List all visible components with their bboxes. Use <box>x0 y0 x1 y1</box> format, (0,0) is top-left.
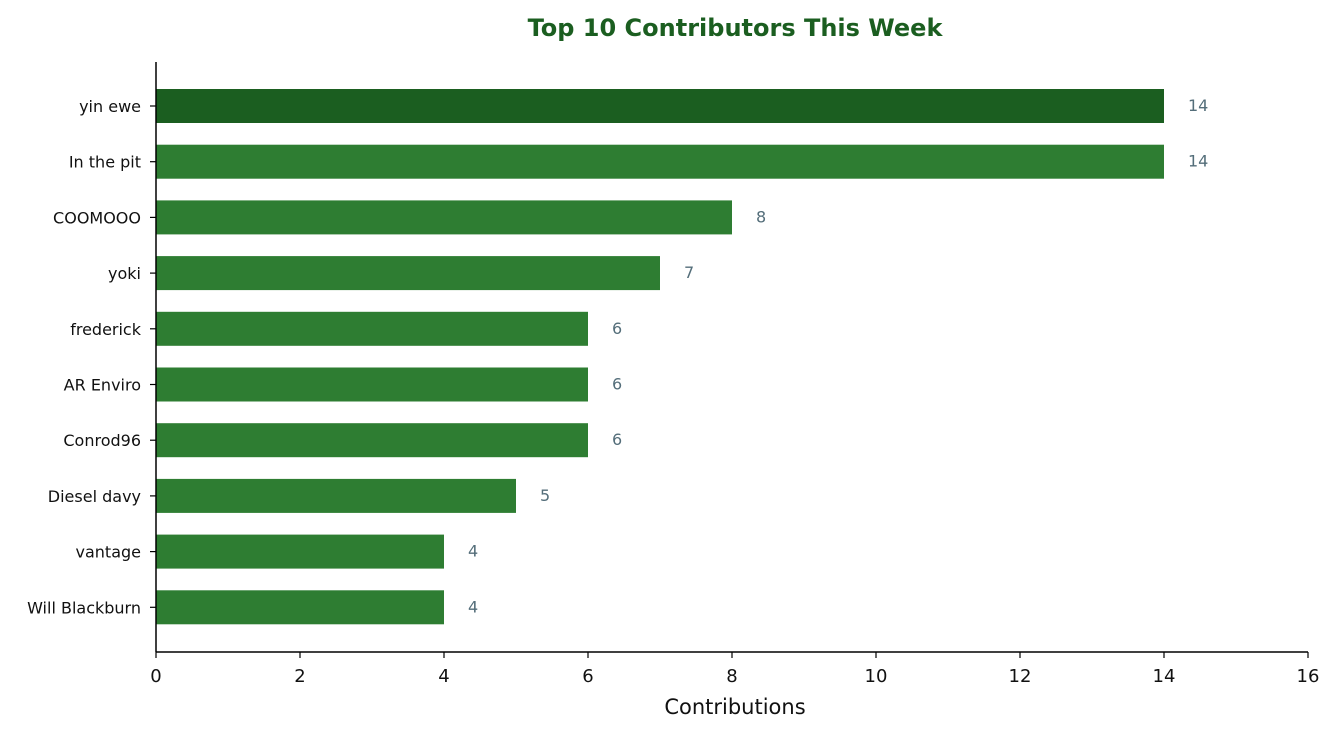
bar <box>156 367 588 402</box>
bar-value-label: 4 <box>468 542 478 561</box>
x-tick-label: 4 <box>438 666 449 687</box>
bar <box>156 311 588 346</box>
bar-value-label: 14 <box>1188 96 1208 115</box>
category-labels-group: yin ewe In the pit COOMOOO yoki frederick AR … <box>27 97 156 617</box>
bar <box>156 89 1164 123</box>
bar <box>156 144 1164 179</box>
x-tick-label: 10 <box>865 666 888 687</box>
value-labels-group: 14 14 8 7 6 6 6 5 4 4 <box>468 96 1208 616</box>
category-label: COOMOOO <box>53 208 141 227</box>
x-axis-title: Contributions <box>664 695 805 719</box>
category-label: AR Enviro <box>64 376 141 395</box>
x-tick-label: 14 <box>1153 666 1176 687</box>
category-label: frederick <box>70 320 142 339</box>
x-tick-label: 0 <box>150 666 161 687</box>
bar-value-label: 14 <box>1188 152 1208 171</box>
bar-value-label: 5 <box>540 486 550 505</box>
x-tick-label: 12 <box>1009 666 1032 687</box>
category-label: In the pit <box>69 153 141 172</box>
x-tick-label: 2 <box>294 666 305 687</box>
bar-value-label: 6 <box>612 375 622 394</box>
x-ticks-group: 0 2 4 6 8 10 12 14 16 <box>150 652 1319 687</box>
category-label: yoki <box>108 264 141 283</box>
category-label: yin ewe <box>79 97 141 116</box>
bar-value-label: 8 <box>756 207 766 226</box>
x-tick-label: 6 <box>582 666 593 687</box>
bar-value-label: 7 <box>684 263 694 282</box>
bar <box>156 534 444 569</box>
category-label: Conrod96 <box>63 431 141 450</box>
bar <box>156 590 444 625</box>
bar <box>156 256 660 291</box>
bar-value-label: 6 <box>612 319 622 338</box>
category-label: vantage <box>76 543 142 562</box>
bar-value-label: 6 <box>612 430 622 449</box>
category-label: Will Blackburn <box>27 598 141 617</box>
x-tick-label: 16 <box>1297 666 1320 687</box>
bar <box>156 478 516 513</box>
bar-value-label: 4 <box>468 597 478 616</box>
bar <box>156 423 588 458</box>
x-tick-label: 8 <box>726 666 737 687</box>
bars-group <box>156 89 1164 625</box>
category-label: Diesel davy <box>48 487 141 506</box>
bar <box>156 200 732 235</box>
chart-title: Top 10 Contributors This Week <box>528 14 944 42</box>
